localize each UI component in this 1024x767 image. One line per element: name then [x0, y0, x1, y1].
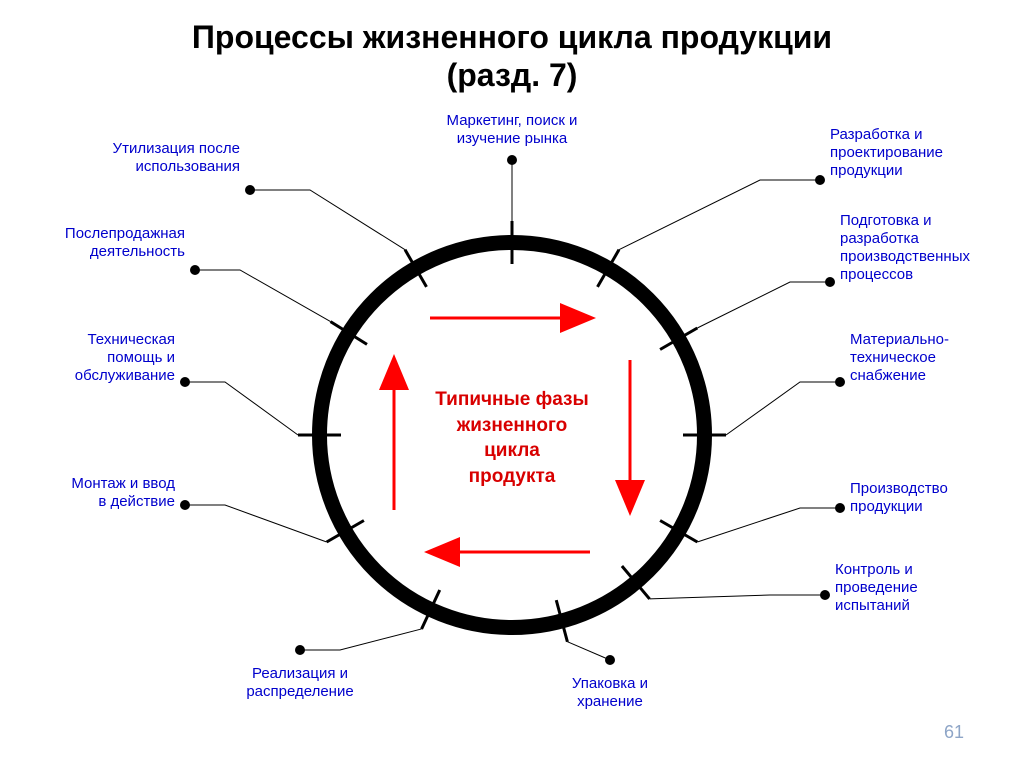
- phase-label: Реализация ираспределение: [210, 665, 390, 701]
- phase-label: Монтаж и вводв действие: [71, 475, 175, 511]
- phase-label: Послепродажнаядеятельность: [65, 225, 185, 261]
- center-label: Типичные фазыжизненногоциклапродукта: [402, 387, 622, 490]
- lifecycle-diagram: Типичные фазыжизненногоциклапродукта Мар…: [0, 100, 1024, 740]
- phase-label: Утилизация послеиспользования: [113, 140, 240, 176]
- phase-label: Упаковка ихранение: [520, 675, 700, 711]
- phase-label: Производствопродукции: [850, 480, 948, 516]
- phase-label: Материально-техническоеснабжение: [850, 331, 949, 385]
- phase-label: Техническаяпомощь иобслуживание: [75, 331, 175, 385]
- page-number: 61: [944, 722, 964, 743]
- phase-label: Контроль ипроведениеиспытаний: [835, 561, 918, 615]
- phase-label: Подготовка иразработкапроизводственныхпр…: [840, 212, 970, 284]
- phase-label: Маркетинг, поиск иизучение рынка: [422, 112, 602, 148]
- phase-label: Разработка ипроектированиепродукции: [830, 126, 943, 180]
- page-title: Процессы жизненного цикла продукции(разд…: [0, 0, 1024, 95]
